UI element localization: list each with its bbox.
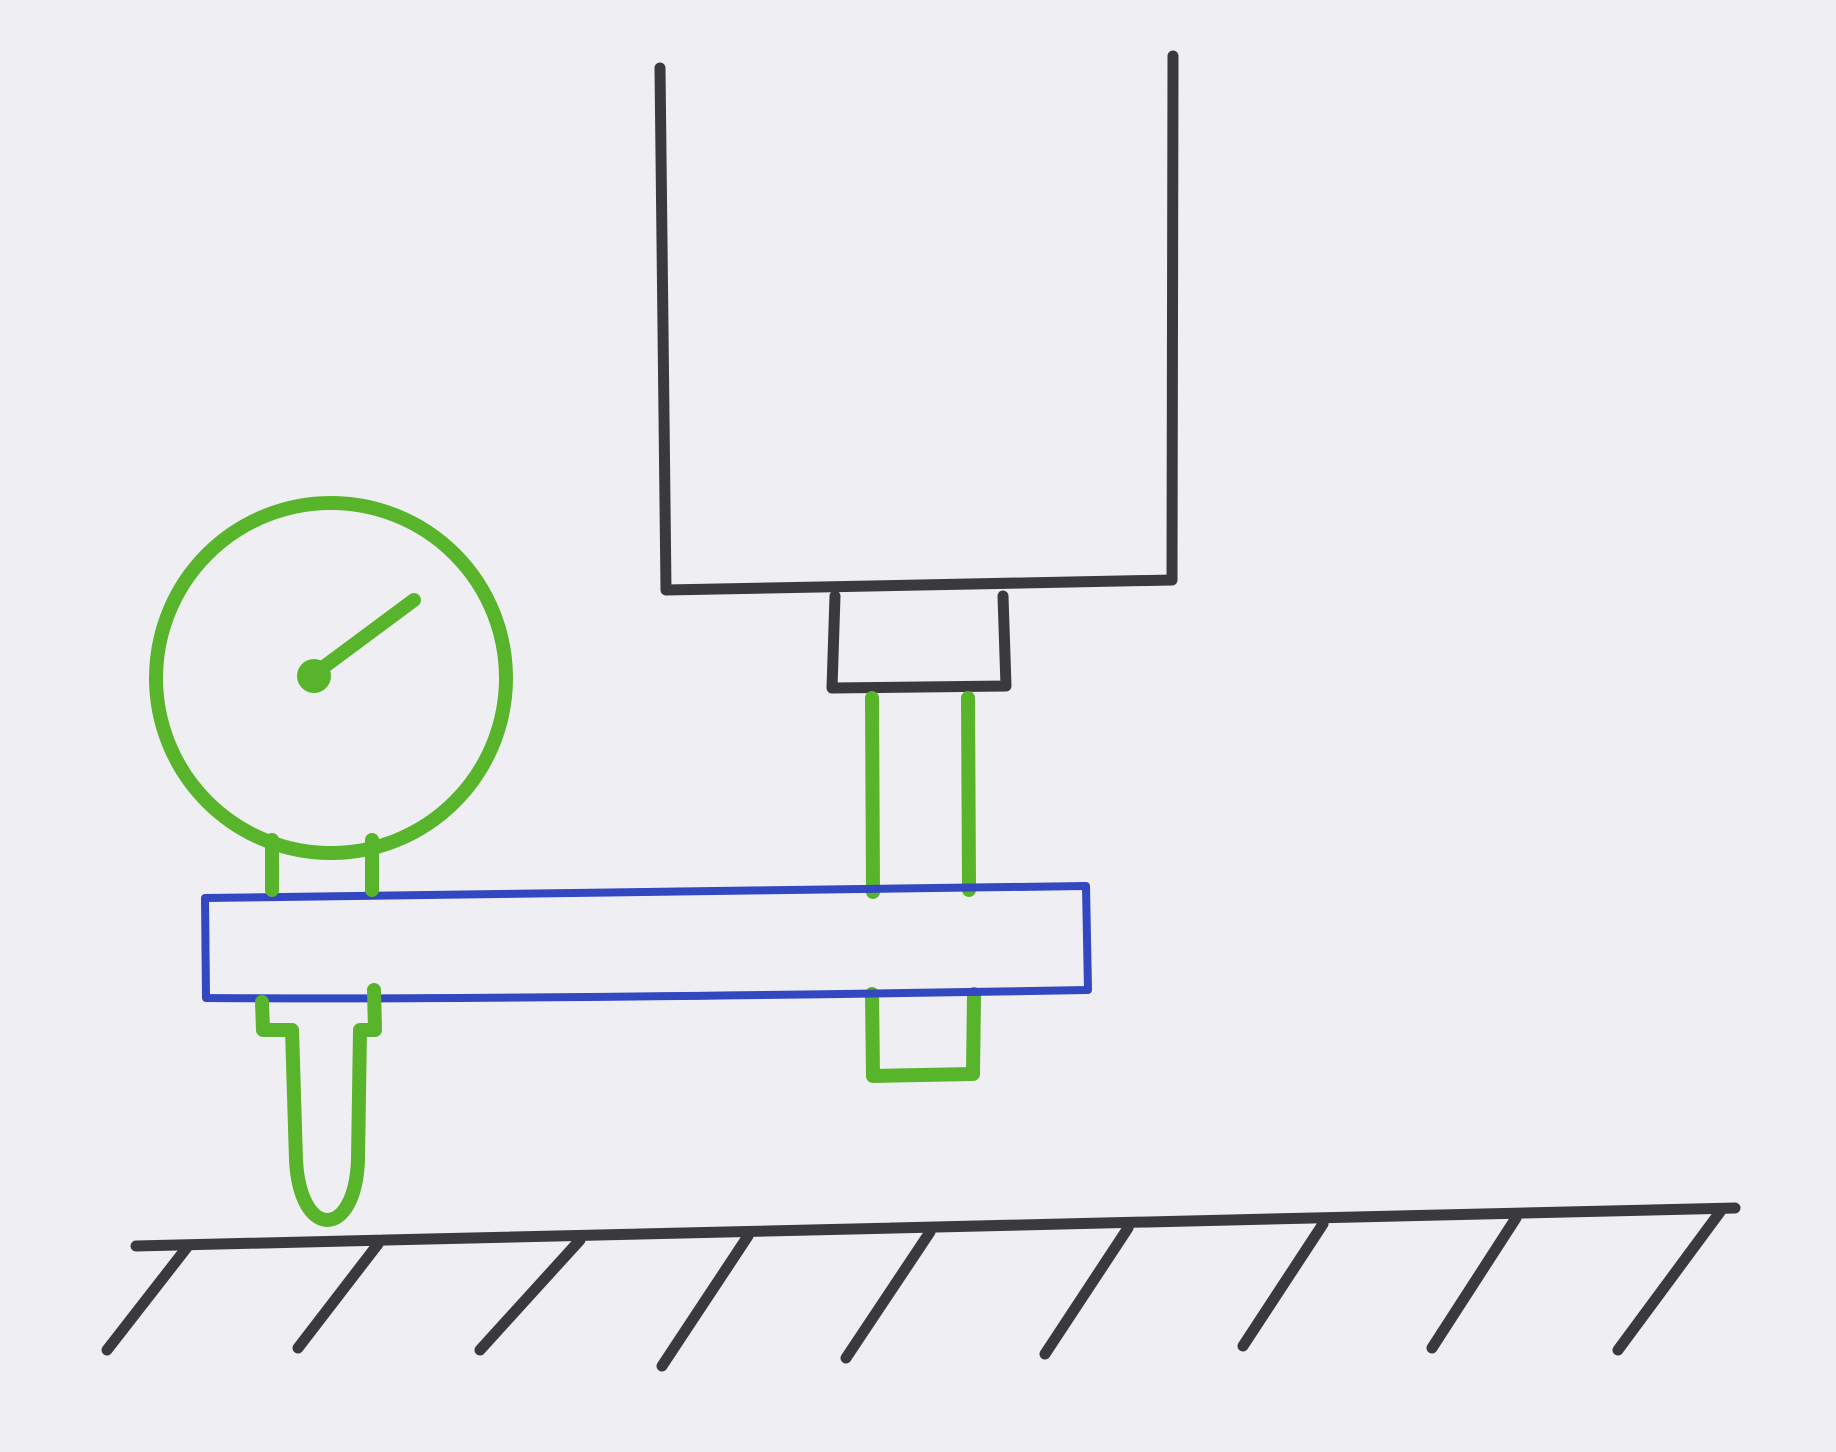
shaft-right-edge [961, 691, 976, 897]
table-surface-line [130, 1202, 1741, 1252]
hatch-mark [1426, 1212, 1522, 1354]
hatch-mark [292, 1238, 384, 1354]
machine-table [101, 1202, 1741, 1372]
hatch-mark [101, 1240, 194, 1356]
gauge-probe [255, 983, 382, 1227]
tool-holder-outline [826, 590, 1012, 694]
gauge-arm-outline [201, 882, 1092, 1003]
shaft-lower-end [865, 987, 981, 1083]
hatch-mark [1039, 1222, 1134, 1360]
gauge-needle-hub [297, 659, 331, 693]
hatch-mark [840, 1226, 936, 1364]
gauge-dial-face [149, 496, 513, 860]
spindle-housing [654, 50, 1179, 596]
spindle-housing-outline [654, 50, 1179, 596]
hatch-mark [474, 1234, 586, 1356]
gauge-arm [201, 882, 1092, 1003]
dial-gauge [149, 496, 513, 1227]
hatch-mark [1237, 1218, 1329, 1352]
hatch-mark [1612, 1206, 1726, 1356]
gauge-needle [310, 593, 421, 679]
shaft-left-edge [865, 691, 880, 899]
hatch-mark [656, 1230, 754, 1372]
clamped-shaft [865, 691, 981, 1083]
tool-holder [826, 590, 1012, 694]
